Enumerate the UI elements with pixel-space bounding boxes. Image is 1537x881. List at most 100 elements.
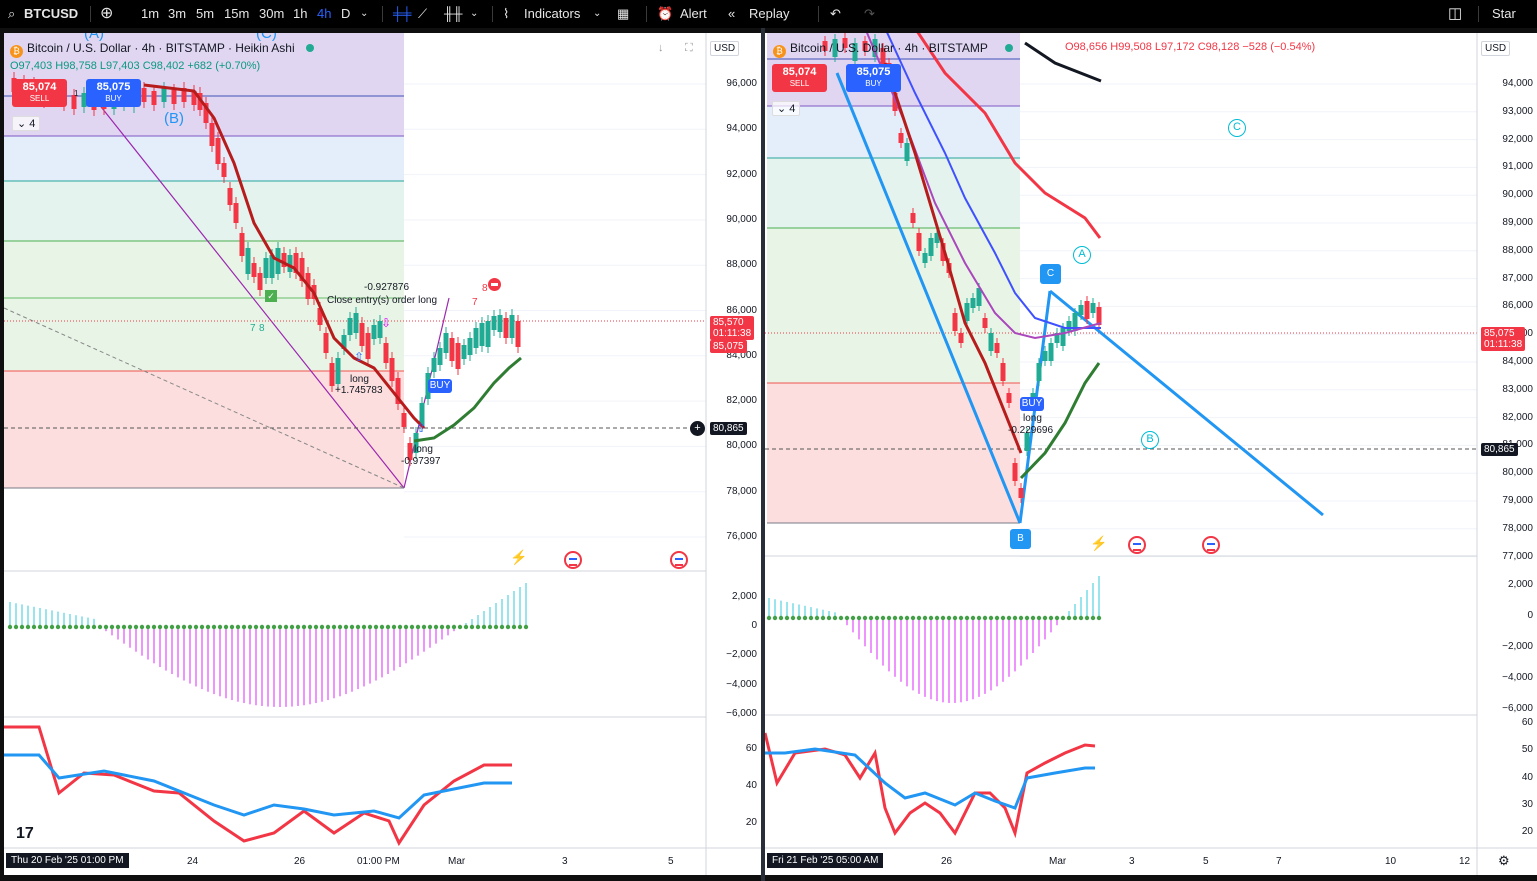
- right-chart-pane[interactable]: ₿ Bitcoin / U.S. Dollar · 4h · BITSTAMP O…: [765, 33, 1537, 875]
- moving-average-red: [143, 83, 426, 430]
- chevron-down-icon[interactable]: ⌄: [470, 8, 479, 19]
- axis-tick-label: 79,000: [1502, 495, 1533, 506]
- left-symbol-legend[interactable]: ₿ Bitcoin / U.S. Dollar · 4h · BITSTAMP ·…: [10, 41, 314, 58]
- axis-tick-label: 2,000: [1507, 579, 1533, 590]
- right-sell-button[interactable]: 85,074 SELL: [772, 64, 827, 92]
- left-chart-canvas[interactable]: 17: [4, 33, 761, 875]
- wave-projection-line: [1049, 289, 1324, 517]
- interval-5m[interactable]: 5m: [196, 6, 215, 21]
- us-economic-event-icon[interactable]: [670, 551, 688, 569]
- time-label: Mar: [1049, 856, 1067, 867]
- add-alert-plus-icon[interactable]: +: [690, 421, 705, 436]
- moving-average-dark-red: [883, 62, 1023, 454]
- moving-average-black: [1024, 41, 1102, 83]
- chevron-down-icon[interactable]: ⌄: [360, 8, 369, 19]
- time-label: Mar: [448, 856, 466, 867]
- crosshair-price-tag: 80,865: [1481, 443, 1518, 456]
- price-grid: [404, 83, 706, 538]
- alert-button[interactable]: Alert: [680, 6, 707, 21]
- interval-3m[interactable]: 3m: [168, 6, 187, 21]
- time-label: 7: [1276, 856, 1282, 867]
- buy-signal-marker[interactable]: BUY: [428, 379, 452, 393]
- right-symbol-legend[interactable]: ₿ Bitcoin / U.S. Dollar · 4h · BITSTAMP: [773, 41, 1013, 58]
- buy-price-tag: 85,075: [710, 340, 747, 353]
- wave-line: [835, 72, 1022, 524]
- axis-tick-label: 20: [1521, 826, 1533, 838]
- interval-30m[interactable]: 30m: [259, 6, 285, 21]
- time-label: 5: [1203, 856, 1209, 867]
- left-sell-button[interactable]: 85,074 SELL: [12, 79, 67, 107]
- macd-histogram: [7, 583, 529, 707]
- axis-tick-label: 40: [745, 780, 757, 791]
- layouts-icon[interactable]: ▦: [617, 6, 630, 21]
- wave-c-badge[interactable]: C: [1040, 264, 1061, 284]
- right-indicators-toggle[interactable]: ⌄ 4: [772, 101, 801, 116]
- scroll-down-icon[interactable]: ↓: [658, 42, 664, 54]
- symbol-search[interactable]: BTCUSD: [24, 6, 79, 21]
- left-ohlc-values: O97,403 H98,758 L97,403 C98,402 +682 (+0…: [10, 60, 261, 72]
- axis-tick-label: 81,000: [1502, 439, 1533, 451]
- interval-4h[interactable]: 4h: [317, 6, 332, 21]
- axis-tick-label: 82,000: [1502, 411, 1533, 423]
- axis-tick-label: 2,000: [731, 591, 757, 602]
- search-icon[interactable]: ⌕: [8, 6, 16, 21]
- maximize-icon[interactable]: ⛶: [685, 42, 693, 54]
- elliott-wave-b-label[interactable]: (B): [164, 110, 184, 127]
- sequence-number-7-red: 7: [472, 297, 478, 308]
- rewind-icon[interactable]: «: [728, 6, 736, 21]
- right-buy-button[interactable]: 85,075 BUY: [846, 64, 901, 92]
- ideas-lightning-icon[interactable]: ⚡: [510, 549, 528, 565]
- redo-icon[interactable]: ↷: [864, 6, 875, 21]
- right-chart-canvas[interactable]: [765, 33, 1537, 875]
- elliott-wave-c-label[interactable]: (C): [256, 33, 277, 42]
- axis-tick-label: 77,000: [1502, 550, 1533, 562]
- long-entry-label: long: [350, 374, 369, 385]
- chevron-down-icon[interactable]: ⌄: [593, 8, 602, 19]
- left-indicators-toggle[interactable]: ⌄ 4: [12, 116, 41, 131]
- ideas-lightning-icon[interactable]: ⚡: [1090, 535, 1108, 551]
- fib-zone-green: [4, 241, 404, 371]
- interval-1h[interactable]: 1h: [293, 6, 308, 21]
- right-currency-select[interactable]: USD: [1481, 41, 1511, 56]
- replay-button[interactable]: Replay: [749, 6, 790, 21]
- bars-icon[interactable]: ╫╫: [444, 6, 463, 21]
- price-grid: [1020, 83, 1477, 558]
- wave-b-badge[interactable]: B: [1010, 529, 1031, 549]
- interval-15m[interactable]: 15m: [224, 6, 250, 21]
- us-economic-event-icon[interactable]: [564, 551, 582, 569]
- wave-circle-c[interactable]: C: [1228, 119, 1246, 137]
- left-buy-button[interactable]: 85,075 BUY: [86, 79, 141, 107]
- buy-signal-marker[interactable]: BUY: [1020, 397, 1044, 411]
- top-toolbar: ⌕ BTCUSD ⊕ 1m 3m 5m 15m 30m 1h 4h D ⌄ ╪╪…: [0, 0, 1537, 28]
- wave-circle-b[interactable]: B: [1141, 431, 1159, 449]
- long-entry2-value: -0.97397: [401, 456, 441, 467]
- settings-gear-icon[interactable]: ⚙: [1498, 853, 1510, 868]
- wave-circle-a[interactable]: A: [1073, 246, 1091, 264]
- undo-icon[interactable]: ↶: [830, 6, 841, 21]
- left-chart-pane[interactable]: 17 ₿ Bitcoin / U.S. Dollar · 4h · BITSTAM…: [4, 33, 761, 875]
- left-currency-select[interactable]: USD: [710, 41, 740, 56]
- indicators-button[interactable]: Indicators: [524, 6, 581, 21]
- pane-divider[interactable]: [761, 28, 765, 881]
- axis-tick-label: 86,000: [726, 304, 757, 316]
- axis-tick-label: 94,000: [1502, 78, 1533, 89]
- candles-icon[interactable]: ╪╪: [393, 6, 412, 21]
- axis-tick-label: 96,000: [726, 78, 757, 89]
- panel-layout-icon[interactable]: ◫: [1448, 5, 1463, 22]
- elliott-wave-a-label[interactable]: (A): [84, 33, 104, 42]
- indicators-icon[interactable]: ⌇: [503, 6, 510, 21]
- market-open-icon: [1004, 44, 1013, 52]
- compare-add-icon[interactable]: ⊕: [100, 5, 114, 22]
- sequence-number-8: 8: [259, 323, 265, 334]
- stop-sign-icon[interactable]: [488, 278, 501, 291]
- tradingview-logo[interactable]: 17: [16, 825, 34, 842]
- interval-d[interactable]: D: [341, 6, 351, 21]
- us-economic-event-icon[interactable]: [1128, 536, 1146, 554]
- us-economic-event-icon[interactable]: [1202, 536, 1220, 554]
- line-chart-icon[interactable]: ⟋: [418, 6, 428, 21]
- axis-tick-label: 60: [1521, 717, 1533, 728]
- interval-1m[interactable]: 1m: [141, 6, 160, 21]
- alarm-clock-icon[interactable]: ⏰: [657, 6, 674, 21]
- moving-average-green: [1019, 362, 1101, 480]
- star-button[interactable]: Star: [1492, 6, 1516, 21]
